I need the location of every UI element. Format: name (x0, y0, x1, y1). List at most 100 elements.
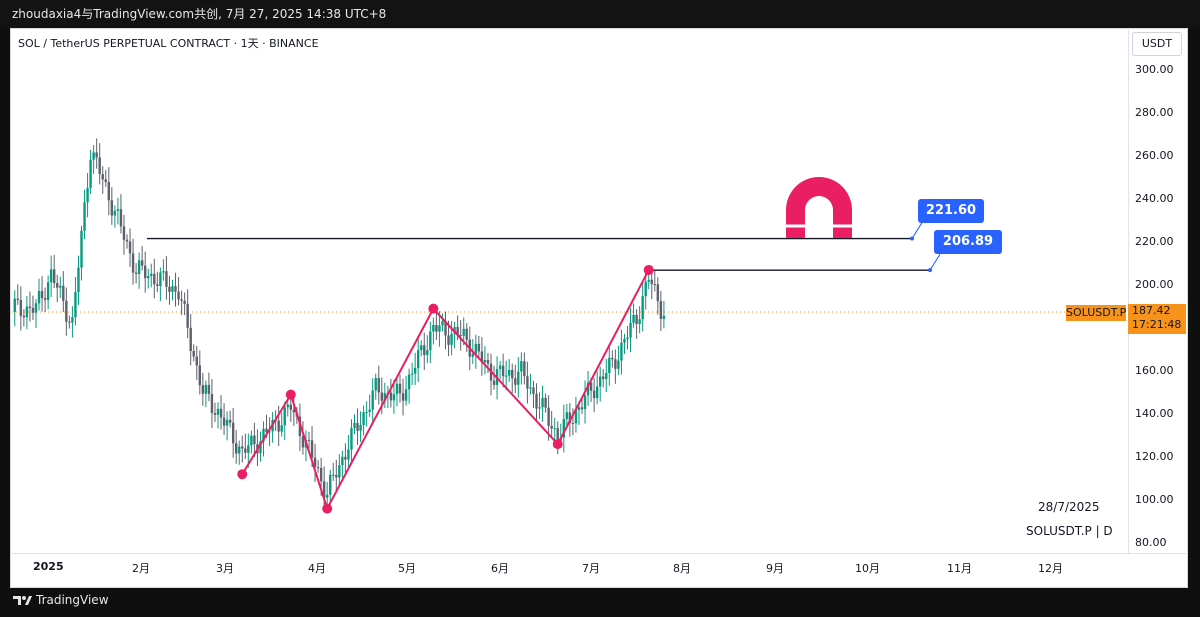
tag-connector (929, 253, 941, 271)
candle-body (602, 376, 605, 380)
candle-body (307, 439, 311, 441)
currency-selector[interactable]: USDT (1132, 32, 1182, 56)
zigzag-pattern-line[interactable] (241, 269, 650, 512)
candle-body (13, 298, 16, 312)
y-tick-label: 280.00 (1135, 106, 1174, 119)
candle-body (571, 423, 575, 425)
candle-body (459, 335, 462, 337)
candle-body (189, 327, 192, 351)
pattern-point[interactable] (237, 469, 248, 480)
y-tick-label: 140.00 (1135, 407, 1174, 420)
candle-body (62, 285, 65, 301)
candle-body (110, 200, 114, 216)
candle-body (210, 393, 214, 414)
candle-body (517, 371, 520, 385)
level-tag-221[interactable]: 221.60 (918, 198, 984, 223)
current-symbol-label: SOLUSDT.P (1066, 305, 1127, 321)
candle-body (514, 378, 517, 385)
x-tick-label: 5月 (398, 562, 416, 575)
candle-body (447, 335, 450, 345)
x-tick-label: 6月 (491, 562, 509, 575)
candle-body (371, 390, 374, 410)
candle-body (171, 286, 174, 292)
candle-body (77, 267, 80, 293)
y-tick-label: 300.00 (1135, 63, 1174, 76)
candle-body (313, 457, 317, 468)
candle-body (116, 209, 120, 211)
candle-body (538, 407, 541, 409)
candle-body (353, 422, 356, 429)
candle-body (113, 210, 117, 216)
current-price-label: 187.42 17:21:48 (1128, 304, 1186, 334)
candle-body (586, 382, 590, 396)
candle-body (241, 446, 244, 449)
candle-body (137, 260, 141, 274)
candle-body (504, 375, 508, 377)
x-tick-label: 4月 (308, 562, 326, 575)
candle-body (599, 376, 602, 387)
candle-body (162, 271, 165, 273)
candle-body (583, 395, 587, 410)
x-tick-label: 9月 (766, 562, 784, 575)
candle-body (329, 474, 332, 495)
candle-body (465, 328, 468, 340)
candle-body (174, 286, 177, 292)
candle-body (356, 422, 359, 431)
candle-body (225, 419, 229, 426)
candle-body (92, 152, 95, 160)
candle-body (417, 350, 420, 368)
pattern-point[interactable] (322, 503, 333, 514)
attribution-bar: zhoudaxia4与TradingView.com共创, 7月 27, 202… (0, 0, 1200, 28)
candle-body (31, 307, 35, 313)
candle-body (395, 383, 399, 395)
tag-connector (911, 222, 923, 239)
pattern-point[interactable] (643, 264, 654, 275)
candle-body (368, 409, 371, 412)
candle-body (277, 420, 280, 432)
candle-body (286, 404, 289, 408)
candle-body (620, 342, 623, 361)
pattern-point[interactable] (285, 389, 296, 400)
y-tick-label: 160.00 (1135, 364, 1174, 377)
candle-body (377, 378, 380, 393)
level-tag-206[interactable]: 206.89 (934, 230, 1002, 255)
candle-body (501, 365, 505, 377)
candle-body (413, 367, 417, 374)
chart-frame[interactable] (10, 28, 1188, 588)
candle-body (389, 392, 393, 401)
candle-body (46, 282, 50, 300)
candle-body (635, 314, 638, 324)
candle-body (168, 286, 171, 292)
tradingview-logo[interactable]: TradingView (12, 590, 122, 617)
price-scale[interactable] (1128, 28, 1189, 553)
candle-body (404, 389, 408, 401)
candle-body (492, 380, 496, 385)
candle-body (180, 299, 183, 301)
candle-body (183, 300, 186, 304)
candle-body (401, 393, 405, 401)
candle-body (423, 345, 426, 356)
candle-body (341, 456, 344, 466)
bar-countdown: 17:21:48 (1132, 318, 1182, 331)
y-tick-label: 80.00 (1135, 536, 1167, 549)
candle-body (259, 441, 262, 454)
candle-body (335, 474, 338, 478)
candle-body (350, 428, 353, 450)
candle-body (577, 407, 581, 411)
candle-body (568, 412, 572, 424)
candle-body (589, 382, 593, 391)
candle-body (359, 425, 362, 431)
pattern-point[interactable] (552, 439, 563, 450)
candle-body (153, 273, 156, 285)
x-tick-label: 7月 (582, 562, 600, 575)
candle-body (128, 241, 132, 254)
candle-body (219, 408, 223, 418)
candle-body (101, 174, 104, 180)
candle-body (374, 378, 377, 391)
candle-body (407, 374, 411, 390)
candle-body (556, 428, 559, 441)
candle-body (150, 273, 153, 277)
pattern-point[interactable] (428, 303, 439, 314)
candle-body (28, 306, 32, 308)
